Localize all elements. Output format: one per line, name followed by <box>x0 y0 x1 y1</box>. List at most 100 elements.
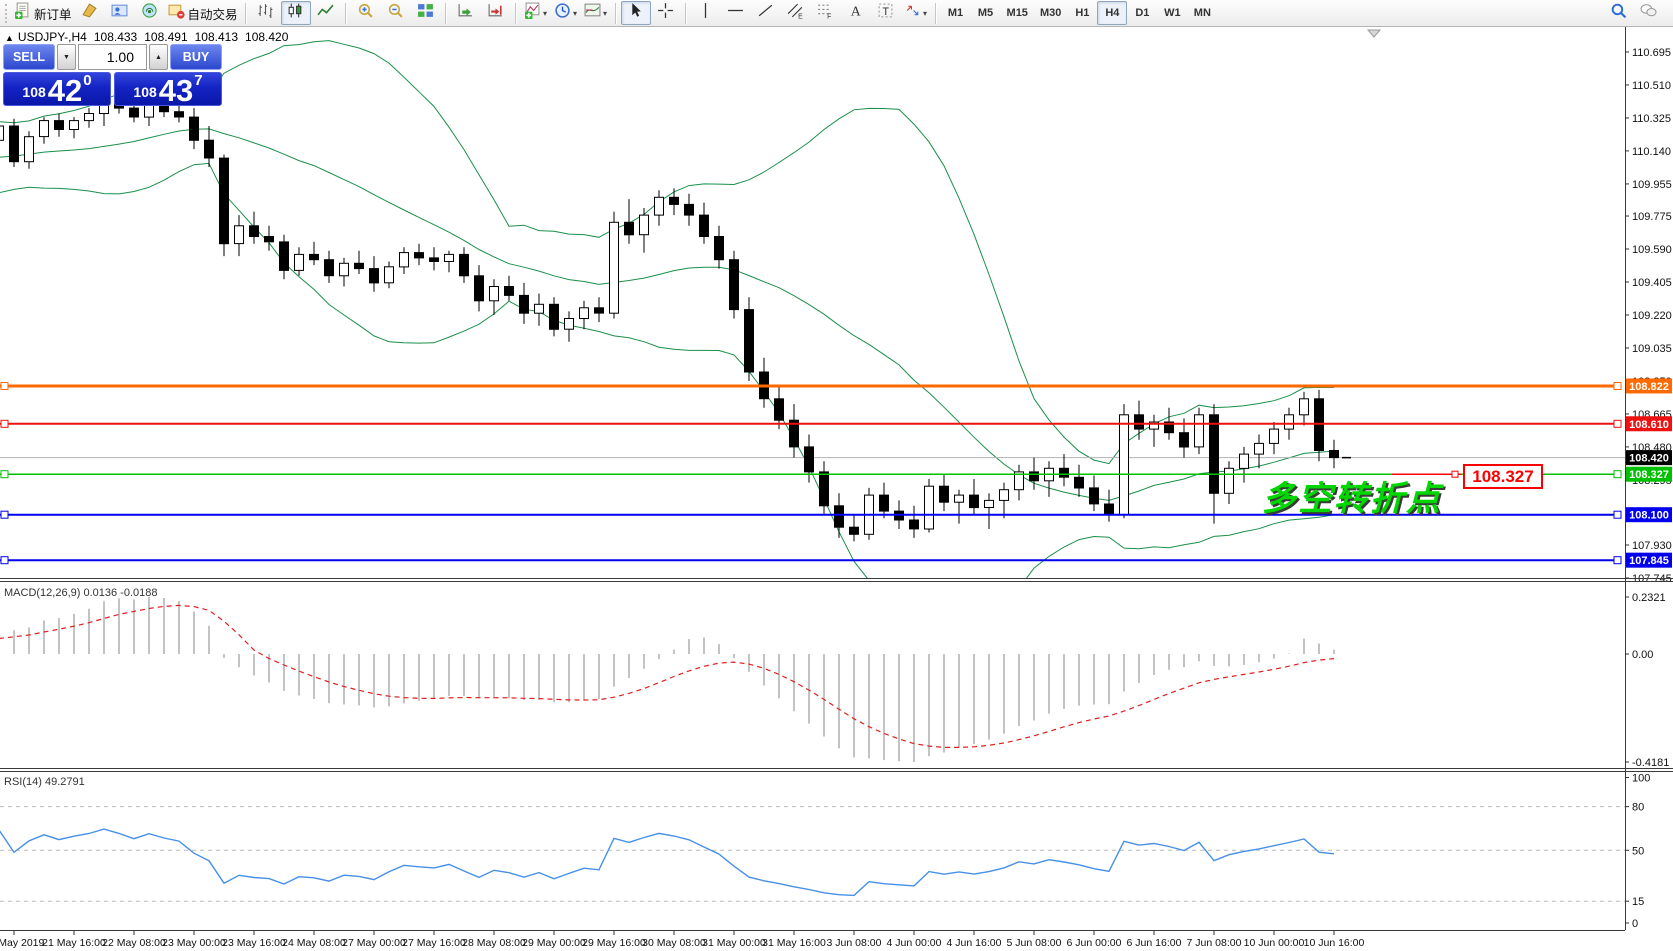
ohlc-close: 108.420 <box>245 30 289 44</box>
timeframe-m5[interactable]: M5 <box>971 1 1001 25</box>
timeframe-mn[interactable]: MN <box>1187 1 1217 25</box>
indicators-button[interactable]: ▾ <box>521 1 551 25</box>
candle-body <box>369 268 379 284</box>
zoom-out-icon <box>387 2 404 24</box>
auto-scroll-button[interactable] <box>451 1 481 25</box>
fibo-icon: F <box>817 2 834 24</box>
svg-text:109.035: 109.035 <box>1632 343 1672 355</box>
crosshair-button[interactable] <box>651 1 681 25</box>
svg-text:24 May 08:00: 24 May 08:00 <box>282 937 346 949</box>
line-handle <box>1613 510 1622 519</box>
tile-icon <box>417 2 434 24</box>
svg-text:109.775: 109.775 <box>1632 211 1672 223</box>
candle-body <box>174 111 184 118</box>
buy-price-display[interactable]: 108 43 7 <box>114 72 222 106</box>
price-annotation-box[interactable]: 108.327 <box>1463 464 1543 489</box>
collapse-icon[interactable]: ▲ <box>5 33 14 43</box>
timeframe-w1[interactable]: W1 <box>1157 1 1187 25</box>
candle-body <box>939 485 949 503</box>
timeframe-mn-label: MN <box>1193 7 1211 19</box>
ohlc-low: 108.413 <box>194 30 239 44</box>
arrows-button[interactable]: ▾ <box>901 1 931 25</box>
periods-button[interactable]: ▾ <box>551 1 581 25</box>
timeframe-d1[interactable]: D1 <box>1127 1 1157 25</box>
zoom-in-button[interactable] <box>351 1 381 25</box>
candle-body <box>489 286 499 302</box>
svg-text:80: 80 <box>1632 802 1644 814</box>
buy-button[interactable]: BUY <box>170 44 222 70</box>
profiles-button[interactable] <box>105 1 135 25</box>
candle-body <box>1284 414 1294 430</box>
candle-body <box>639 214 649 236</box>
new-order-button[interactable]: 新订单 <box>11 1 75 25</box>
candle-body <box>684 203 694 216</box>
bar-chart-button[interactable] <box>251 1 281 25</box>
toolbar-separator <box>614 2 617 24</box>
fibonacci-button[interactable]: F <box>811 1 841 25</box>
tile-windows-button[interactable] <box>411 1 441 25</box>
search-icon <box>1610 2 1627 24</box>
candle-body <box>804 446 814 473</box>
zoom-out-button[interactable] <box>381 1 411 25</box>
trendline-button[interactable] <box>751 1 781 25</box>
chart-window[interactable]: 110.695 110.510 110.325 110.140 109.955 109.7… <box>0 27 1673 951</box>
timeframe-m15[interactable]: M15 <box>1001 1 1034 25</box>
chart-canvas[interactable]: 110.695 110.510 110.325 110.140 109.955 109.7… <box>0 27 1673 951</box>
template-icon <box>584 2 601 24</box>
candle-body <box>279 241 289 271</box>
cursor-button[interactable] <box>620 1 651 25</box>
channel-button[interactable]: E <box>781 1 811 25</box>
volume-decrease-button[interactable]: ▼ <box>57 44 76 70</box>
new-order-button-label: 新订单 <box>34 7 72 22</box>
candle-body <box>1014 471 1024 491</box>
chevron-down-icon: ▾ <box>543 8 548 18</box>
line-handle <box>0 510 9 519</box>
candle-body <box>609 221 619 314</box>
macd-signal-line <box>0 604 1335 749</box>
search-button[interactable] <box>1603 1 1633 25</box>
candle-body <box>1179 432 1189 448</box>
auto-trading-button[interactable]: 自动交易 <box>165 1 241 25</box>
line-chart-icon <box>317 2 334 24</box>
label-button[interactable]: T <box>871 1 901 25</box>
timeframe-h4-label: H4 <box>1105 7 1120 19</box>
svg-text:107.845: 107.845 <box>1629 555 1669 567</box>
candle-body <box>414 252 424 259</box>
timeframe-h1[interactable]: H1 <box>1067 1 1097 25</box>
timeframe-m1[interactable]: M1 <box>941 1 971 25</box>
sell-button[interactable]: SELL <box>3 44 55 70</box>
svg-text:50: 50 <box>1632 845 1644 857</box>
text-button[interactable]: A <box>841 1 871 25</box>
templates-button[interactable]: ▾ <box>581 1 611 25</box>
candle-chart-button[interactable] <box>280 1 311 25</box>
svg-text:110.695: 110.695 <box>1632 47 1671 59</box>
candle-body <box>654 196 664 216</box>
crosshair-icon <box>657 2 674 24</box>
buy-price-big: 43 <box>158 72 194 108</box>
sell-price-display[interactable]: 108 42 0 <box>3 72 111 106</box>
candle-body <box>1104 503 1114 516</box>
volume-increase-button[interactable]: ▲ <box>149 44 168 70</box>
candle-body <box>984 499 994 508</box>
svg-text:6 Jun 16:00: 6 Jun 16:00 <box>1127 937 1182 949</box>
annotation-text[interactable]: 多空转折点 <box>1262 480 1442 518</box>
candle-body <box>204 139 214 159</box>
styler-button[interactable] <box>75 1 105 25</box>
candle-body <box>1119 414 1129 516</box>
candle-body <box>564 318 574 330</box>
timeframe-m30[interactable]: M30 <box>1034 1 1067 25</box>
svg-text:110.140: 110.140 <box>1632 146 1671 158</box>
candle-body <box>9 125 19 163</box>
line-chart-button[interactable] <box>311 1 341 25</box>
vertical-line-button[interactable] <box>691 1 721 25</box>
timeframe-h4[interactable]: H4 <box>1097 1 1128 25</box>
community-button[interactable] <box>1633 1 1663 25</box>
candle-body <box>189 116 199 141</box>
sell-price-big: 42 <box>47 72 83 108</box>
chart-shift-button[interactable] <box>481 1 511 25</box>
volume-input[interactable] <box>78 44 147 70</box>
signal-button[interactable] <box>135 1 165 25</box>
horizontal-line-button[interactable] <box>721 1 751 25</box>
profiles-icon <box>111 2 128 24</box>
